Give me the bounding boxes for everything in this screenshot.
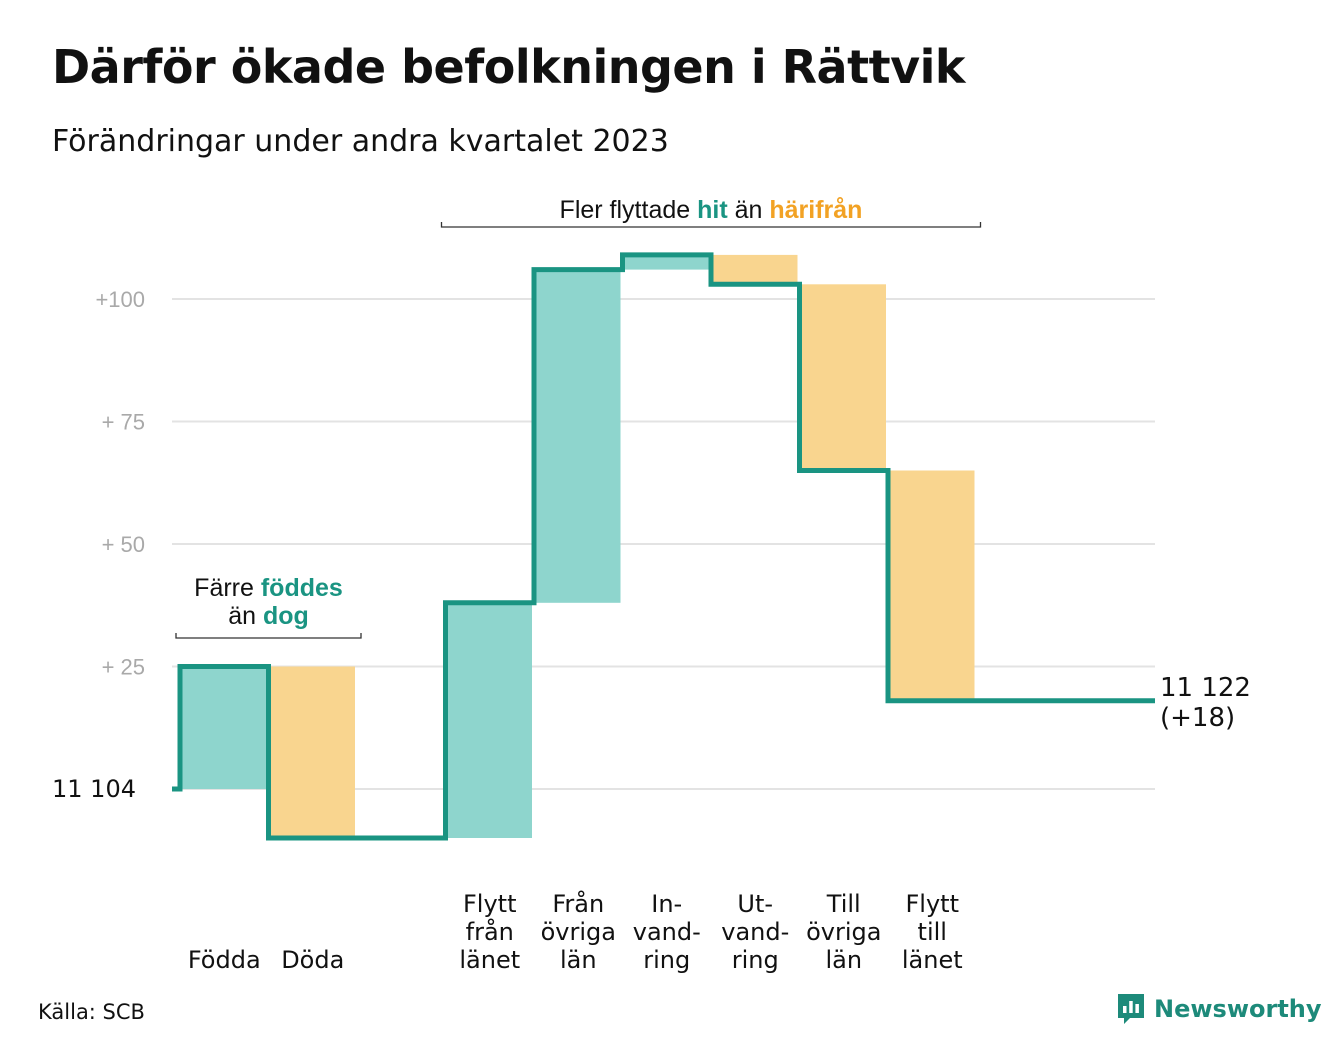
category-label: län — [560, 946, 597, 974]
category-label: vand- — [721, 918, 789, 946]
waterfall-bar — [445, 602, 532, 838]
category-label: ring — [643, 946, 690, 974]
annotation-segment: än — [728, 196, 770, 224]
category-label: övriga — [806, 918, 881, 946]
end-change-label: (+18) — [1160, 703, 1235, 733]
category-label: Ut- — [737, 890, 773, 918]
waterfall-bar — [888, 470, 975, 701]
annotation-segment: Fler flyttade — [560, 196, 698, 224]
category-label: län — [825, 946, 862, 974]
category-label: övriga — [541, 918, 616, 946]
start-value-label: 11 104 — [52, 775, 136, 803]
category-label: från — [466, 917, 514, 946]
category-label: ring — [732, 946, 779, 974]
annotation-segment: dog — [263, 602, 309, 630]
annotation-text: än dog — [228, 602, 309, 630]
page-title: Därför ökade befolkningen i Rättvik — [52, 40, 965, 94]
annotation-bracket — [440, 222, 982, 228]
end-value-label: 11 122 — [1160, 673, 1251, 703]
category-label: till — [918, 918, 947, 946]
y-tick-label: + 50 — [102, 532, 145, 557]
category-label: Födda — [188, 946, 261, 974]
category-label: In- — [651, 890, 682, 918]
category-label: Från — [552, 889, 604, 918]
brand-name: Newsworthy — [1154, 995, 1322, 1023]
waterfall-bar — [180, 666, 267, 789]
newsworthy-logo-icon — [1118, 994, 1144, 1024]
waterfall-bar — [622, 254, 709, 270]
annotation-segment: än — [228, 602, 263, 630]
annotation-segment: hit — [697, 196, 728, 224]
y-tick-label: + 75 — [102, 410, 145, 435]
category-label: Döda — [281, 946, 344, 974]
annotation-bracket — [175, 633, 362, 639]
y-tick-label: +100 — [95, 287, 145, 312]
category-label: Flytt — [906, 890, 960, 918]
waterfall-bar — [268, 666, 355, 838]
category-label: länet — [902, 946, 963, 974]
category-label: Flytt — [463, 890, 517, 918]
waterfall-bar — [799, 284, 886, 471]
annotation: Fler flyttade hit än härifrån — [440, 196, 982, 228]
y-tick-label: + 25 — [102, 655, 145, 680]
category-label: Till — [826, 890, 861, 918]
category-label: länet — [459, 946, 520, 974]
waterfall-bar — [711, 254, 798, 285]
annotation-segment: härifrån — [769, 196, 862, 224]
chart-subtitle: Förändringar under andra kvartalet 2023 — [52, 124, 669, 159]
cumulative-step-line — [172, 252, 1155, 841]
category-label: vand- — [633, 918, 701, 946]
source-note: Källa: SCB — [38, 1000, 145, 1024]
annotation-text: Fler flyttade hit än härifrån — [560, 196, 863, 224]
annotation-text: Färre föddes — [194, 574, 343, 602]
waterfall-bar — [534, 269, 621, 603]
annotation-segment: Färre — [194, 574, 261, 602]
brand-logo: Newsworthy — [1116, 992, 1322, 1026]
annotation-segment: föddes — [261, 574, 343, 602]
